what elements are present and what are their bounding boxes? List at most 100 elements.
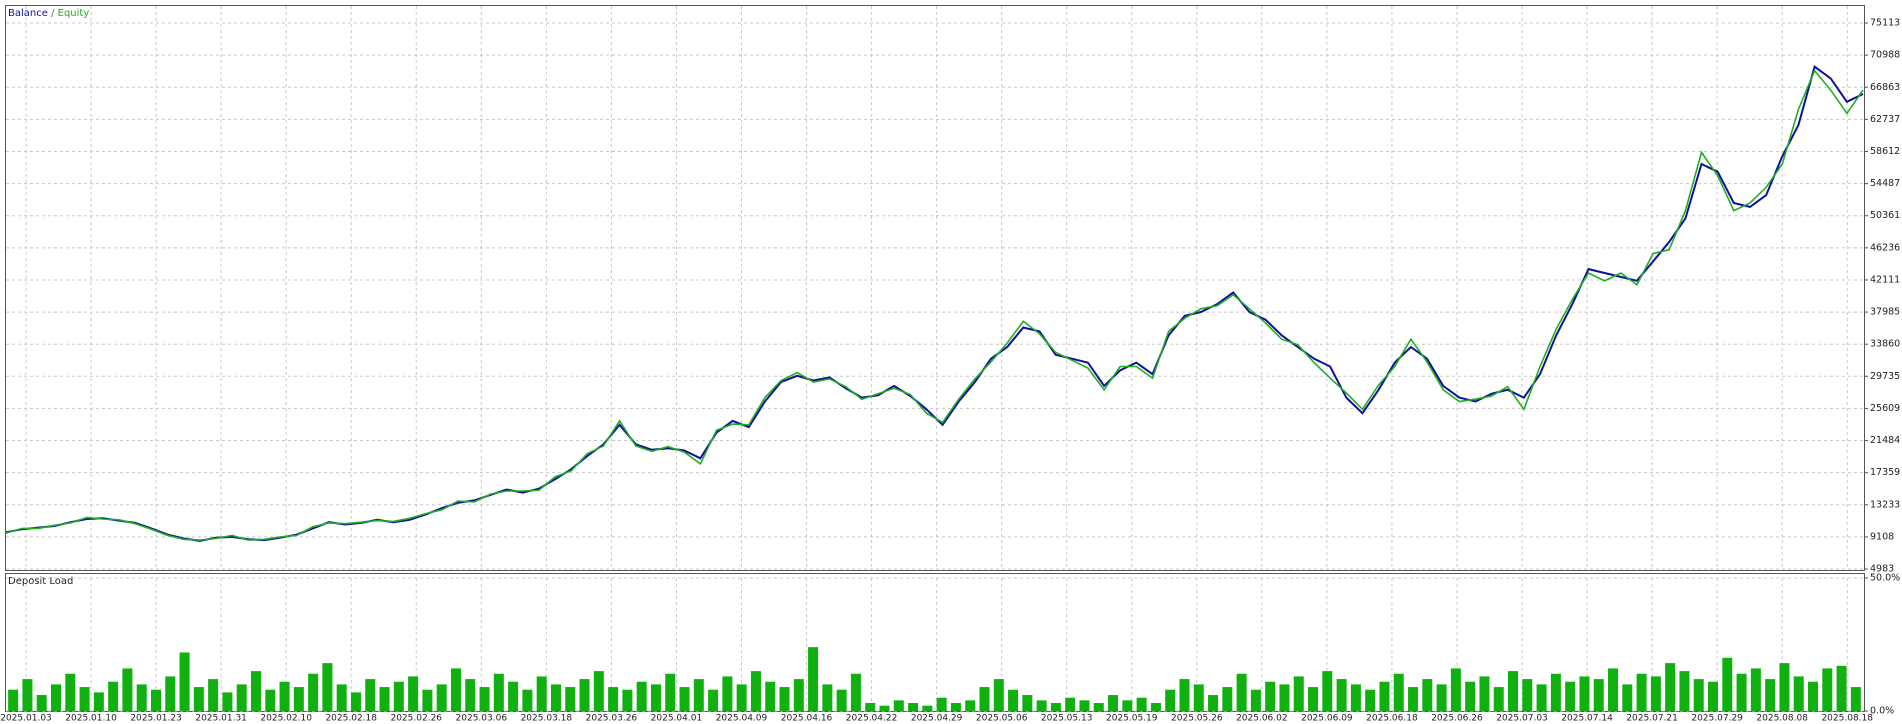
bar: [865, 703, 876, 711]
bar: [208, 679, 219, 711]
y-tick-label: 75113: [1870, 18, 1900, 29]
bar: [650, 684, 661, 711]
bar: [879, 705, 890, 711]
x-tick-label: 2025.04.22: [846, 714, 898, 724]
bar: [465, 679, 476, 711]
bar: [336, 684, 347, 711]
bar: [965, 700, 976, 711]
bar: [122, 668, 133, 711]
legend-balance: Balance: [8, 8, 48, 19]
bar: [536, 676, 547, 711]
bar: [1822, 668, 1833, 711]
x-tick-label: 2025.06.26: [1431, 714, 1483, 724]
bar: [1493, 687, 1504, 711]
bar: [65, 673, 76, 711]
bar: [1636, 673, 1647, 711]
bar: [1150, 703, 1161, 711]
bar: [750, 671, 761, 711]
bar: [236, 684, 247, 711]
bar: [793, 679, 804, 711]
x-tick-label: 2025.02.10: [260, 714, 312, 724]
x-tick-label: 2025.02.18: [325, 714, 377, 724]
bar: [279, 681, 290, 711]
bar: [593, 671, 604, 711]
bar: [1122, 700, 1133, 711]
bar: [36, 695, 47, 711]
bar: [608, 687, 619, 711]
bar: [1522, 679, 1533, 711]
bar: [1293, 676, 1304, 711]
x-tick-label: 2025.01.23: [130, 714, 182, 724]
bar: [1208, 695, 1219, 711]
bar: [1093, 703, 1104, 711]
bar: [1036, 700, 1047, 711]
x-tick-label: 2025.07.03: [1496, 714, 1548, 724]
bar: [393, 681, 404, 711]
y-tick-label: 4983: [1870, 564, 1894, 575]
y-tick-label: 17359: [1870, 467, 1900, 478]
bar: [693, 679, 704, 711]
bar: [836, 689, 847, 711]
bar: [1308, 687, 1319, 711]
bar: [1436, 684, 1447, 711]
x-tick-label: 2025.05.19: [1106, 714, 1158, 724]
x-tick-label: 2025.08.18: [1821, 714, 1873, 724]
bar: [822, 684, 833, 711]
top-panel-frame: [5, 5, 1865, 571]
bar: [1708, 681, 1719, 711]
bar: [708, 689, 719, 711]
bar: [1350, 684, 1361, 711]
bar: [636, 681, 647, 711]
bar: [736, 684, 747, 711]
bar: [422, 689, 433, 711]
bar: [1679, 671, 1690, 711]
bar: [479, 687, 490, 711]
legend: Balance / Equity: [8, 8, 89, 19]
y-tick-label: 58612: [1870, 146, 1900, 157]
bar: [1065, 697, 1076, 711]
x-tick-label: 2025.03.18: [521, 714, 573, 724]
bar: [722, 676, 733, 711]
bar: [1222, 687, 1233, 711]
bar: [1779, 663, 1790, 711]
y-tick-label: 33860: [1870, 339, 1900, 350]
bar: [1808, 681, 1819, 711]
bar: [1450, 668, 1461, 711]
y-tick-label: 66863: [1870, 82, 1900, 93]
bar: [1008, 689, 1019, 711]
bar: [1136, 697, 1147, 711]
bar: [565, 687, 576, 711]
bar: [1279, 684, 1290, 711]
y-tick-label: 50.0%: [1870, 573, 1900, 584]
bar: [908, 703, 919, 711]
x-tick-label: 2025.07.14: [1561, 714, 1613, 724]
x-tick-label: 2025.04.01: [651, 714, 703, 724]
bar: [979, 687, 990, 711]
bar: [293, 687, 304, 711]
bar: [850, 673, 861, 711]
bar: [679, 687, 690, 711]
panel-title: Deposit Load: [8, 576, 73, 587]
y-tick-label: 46236: [1870, 242, 1900, 253]
bar: [1722, 657, 1733, 711]
x-tick-label: 2025.02.26: [390, 714, 442, 724]
bar: [222, 692, 233, 711]
bar: [365, 679, 376, 711]
bar: [108, 681, 119, 711]
bar: [379, 687, 390, 711]
bar: [808, 647, 819, 711]
bar: [1022, 695, 1033, 711]
bar: [508, 681, 519, 711]
bar: [8, 689, 19, 711]
x-tick-label: 2025.06.02: [1236, 714, 1288, 724]
bar: [322, 663, 333, 711]
bar: [493, 673, 504, 711]
y-tick-label: 0.0%: [1870, 706, 1894, 717]
bar: [1165, 689, 1176, 711]
y-tick-label: 25609: [1870, 403, 1900, 414]
x-tick-label: 2025.04.09: [716, 714, 768, 724]
bar: [779, 687, 790, 711]
bar: [1408, 687, 1419, 711]
